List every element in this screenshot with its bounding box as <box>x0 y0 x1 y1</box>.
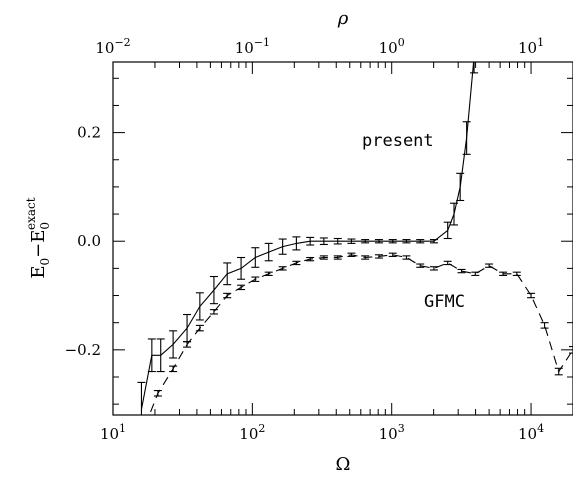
x-axis-title: Ω <box>336 454 351 475</box>
series-layer <box>137 62 573 415</box>
top-x-axis-title: ρ <box>337 8 349 29</box>
y-title-main: E <box>28 265 49 278</box>
series-line <box>148 254 573 415</box>
top-x-tick-label: 10−1 <box>235 36 270 57</box>
x-tick-label: 103 <box>379 422 405 443</box>
y-tick-label: 0.2 <box>77 124 101 142</box>
y-tick-label: 0.0 <box>77 232 101 250</box>
y-title-minus: −E <box>28 230 49 258</box>
series-gfmc <box>148 252 573 415</box>
y-title-sup2: exact <box>24 197 38 230</box>
y-tick-label: −0.2 <box>65 341 101 359</box>
annotation-present: present <box>362 131 434 151</box>
y-axis-ticks: −0.2 0.0 0.2 <box>65 77 573 405</box>
y-title-sub2: 0 <box>38 222 52 230</box>
top-x-tick-label: 10−2 <box>95 36 130 57</box>
annotation-gfmc: GFMC <box>424 292 465 312</box>
top-x-tick-label: 101 <box>518 36 544 57</box>
x-tick-label: 101 <box>100 422 126 443</box>
svg-text:E0−E0exact: E0−E0exact <box>24 197 52 278</box>
y-axis-title: E0−E0exact <box>24 197 52 278</box>
x-axis-ticks: 101 102 103 104 <box>100 62 573 443</box>
y-title-sub: 0 <box>38 258 52 266</box>
top-x-tick-label: 100 <box>379 36 405 57</box>
plot-frame <box>112 61 573 416</box>
series-present <box>137 62 479 415</box>
series-line <box>140 62 475 410</box>
x-tick-label: 104 <box>518 422 544 443</box>
x-tick-label: 102 <box>239 422 265 443</box>
top-x-axis-ticks: 10−2 10−1 100 101 <box>95 36 544 57</box>
